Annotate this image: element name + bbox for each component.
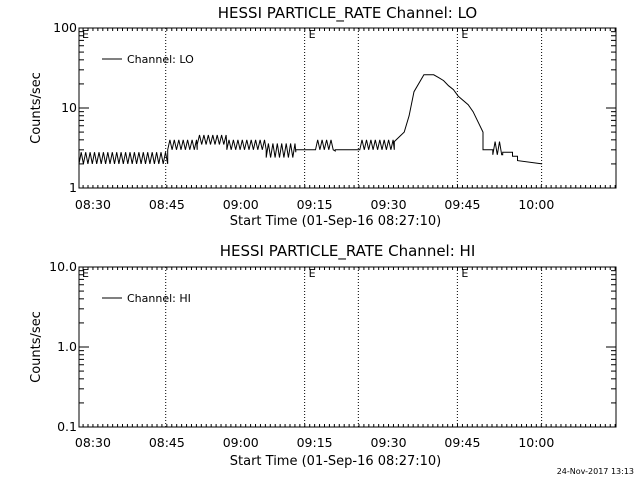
y-tick-label: 100	[53, 20, 77, 35]
x-tick-label: 10:00	[518, 435, 554, 450]
panel-lo-channel: HESSI PARTICLE_RATE Channel: LO 1 10 100 08:…	[29, 4, 617, 229]
x-tick-label: 08:30	[75, 197, 111, 212]
axes-frame	[78, 27, 617, 189]
event-marker-e: E	[82, 267, 89, 280]
y-tick-label: 0.1	[57, 419, 77, 434]
panel-hi-channel: HESSI PARTICLE_RATE Channel: HI 0.1 1.0 10.…	[29, 242, 617, 469]
x-tick-label: 09:00	[223, 435, 259, 450]
event-marker-e: E	[461, 28, 468, 41]
x-tick-label: 09:45	[444, 435, 480, 450]
x-tick-label: 09:45	[444, 197, 480, 212]
legend-label: Channel: LO	[127, 53, 194, 66]
event-marker-e: E	[461, 267, 468, 280]
x-tick-label: 10:00	[518, 197, 554, 212]
x-tick-label: 08:30	[75, 435, 111, 450]
y-tick-label: 10	[61, 100, 77, 115]
axes-frame	[78, 266, 617, 428]
event-marker-e: E	[309, 267, 316, 280]
y-tick-label: 1.0	[57, 339, 77, 354]
x-tick-label: 09:15	[297, 435, 333, 450]
x-axis-label: Start Time (01-Sep-16 08:27:10)	[230, 214, 441, 229]
series-line-channel-lo	[78, 74, 543, 165]
event-marker-e: E	[82, 28, 89, 41]
event-marker-e: E	[309, 28, 316, 41]
x-axis-label: Start Time (01-Sep-16 08:27:10)	[230, 454, 441, 469]
y-tick-label: 1	[69, 180, 77, 195]
y-axis-label: Counts/sec	[29, 72, 44, 144]
x-tick-label: 09:30	[371, 197, 407, 212]
x-tick-label: 09:30	[371, 435, 407, 450]
x-tick-label: 08:45	[149, 435, 185, 450]
y-tick-label: 10.0	[49, 259, 77, 274]
legend-label: Channel: HI	[127, 292, 191, 305]
chart-title: HESSI PARTICLE_RATE Channel: HI	[220, 242, 476, 261]
chart-title: HESSI PARTICLE_RATE Channel: LO	[218, 4, 477, 23]
plot-timestamp: 24-Nov-2017 13:13	[557, 467, 634, 476]
x-tick-label: 09:00	[223, 197, 259, 212]
y-axis-label: Counts/sec	[29, 311, 44, 383]
x-tick-label: 09:15	[297, 197, 333, 212]
x-tick-label: 08:45	[149, 197, 185, 212]
